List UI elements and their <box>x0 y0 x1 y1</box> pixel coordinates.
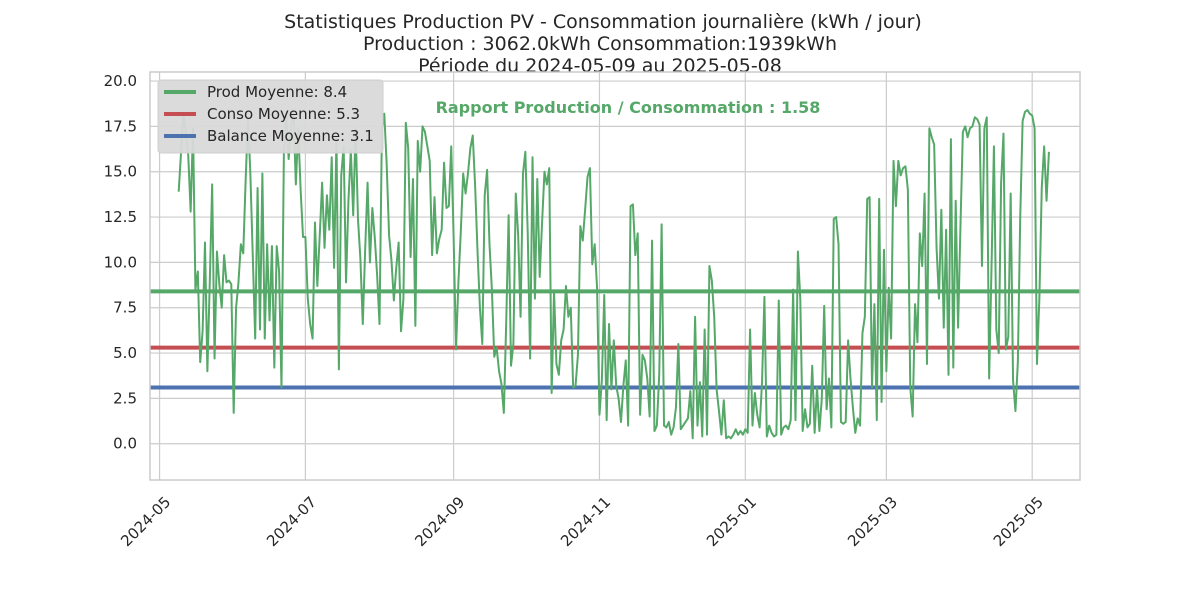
y-tick-label: 10.0 <box>104 253 137 271</box>
y-tick-label: 5.0 <box>113 344 137 362</box>
x-tick-label: 2025-05 <box>990 493 1047 550</box>
y-tick-label: 7.5 <box>113 299 137 317</box>
legend-label: Conso Moyenne: 5.3 <box>207 105 360 123</box>
production-series-line <box>177 109 1050 440</box>
x-tick-label: 2025-03 <box>844 493 901 550</box>
legend-label: Balance Moyenne: 3.1 <box>207 127 374 145</box>
x-tick-label: 2024-11 <box>557 493 614 550</box>
grid-layer <box>150 72 1080 480</box>
legend-box <box>157 79 384 154</box>
legend-label: Prod Moyenne: 8.4 <box>207 83 347 101</box>
chart-title-line-1: Statistiques Production PV - Consommatio… <box>284 11 922 33</box>
x-tick-label: 2024-09 <box>411 493 468 550</box>
x-tick-label: 2024-05 <box>117 493 174 550</box>
chart-title-line-2: Production : 3062.0kWh Consommation:1939… <box>363 33 837 55</box>
plot-frame <box>149 71 1081 481</box>
y-tick-label: 0.0 <box>113 435 137 453</box>
y-tick-label: 20.0 <box>104 72 137 90</box>
legend[interactable]: Prod Moyenne: 8.4 Conso Moyenne: 5.3 Balan… <box>157 79 384 154</box>
y-tick-label: 15.0 <box>104 163 137 181</box>
x-tick-label: 2024-07 <box>263 493 320 550</box>
series-layer <box>177 109 1050 440</box>
axes-layer <box>149 71 1081 481</box>
y-tick-label: 2.5 <box>113 389 137 407</box>
ratio-annotation: Rapport Production / Consommation : 1.58 <box>436 98 821 117</box>
y-tick-label: 12.5 <box>104 208 137 226</box>
y-tick-label: 17.5 <box>104 117 137 135</box>
x-tick-label: 2025-01 <box>703 493 760 550</box>
